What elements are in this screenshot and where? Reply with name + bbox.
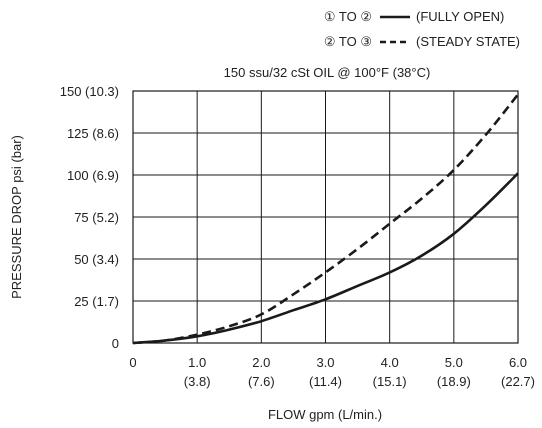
plot-frame — [132, 90, 519, 344]
legend: ① TO ② ② TO ③ (FULLY OPEN) (STEADY STATE) — [324, 9, 520, 49]
x-tick-sublabel: (11.4) — [309, 374, 342, 389]
series-line-steady-state — [132, 93, 520, 345]
legend-label-fully-open: ① TO ② — [324, 9, 372, 24]
chart-subtitle: 150 ssu/32 cSt OIL @ 100°F (38°C) — [224, 65, 431, 80]
x-axis-label: FLOW gpm (L/min.) — [268, 407, 382, 422]
x-tick-label: 3.0 — [316, 355, 334, 370]
x-tick-labels: 0 1.0 (3.8) 2.0 (7.6) 3.0 (11.4) 4.0 (15.1) 5.0 (1… — [129, 355, 535, 389]
x-tick-label: 1.0 — [188, 355, 206, 370]
x-tick-label: 0 — [129, 355, 136, 370]
x-tick-sublabel: (18.9) — [437, 374, 471, 389]
series-layer — [132, 93, 520, 345]
series-line-fully-open — [132, 172, 519, 345]
y-tick-label: 0 — [112, 336, 119, 351]
x-tick-sublabel: (7.6) — [248, 374, 275, 389]
y-tick-label: 125 (8.6) — [67, 126, 119, 141]
y-axis-label: PRESSURE DROP psi (bar) — [9, 135, 24, 299]
legend-entry-fully-open: ① TO ② — [324, 9, 410, 24]
x-tick-label: 6.0 — [509, 355, 527, 370]
legend-label-steady-state: ② TO ③ — [324, 34, 372, 49]
x-tick-sublabel: (15.1) — [373, 374, 407, 389]
legend-description: (FULLY OPEN) — [416, 9, 504, 24]
x-tick-label: 4.0 — [381, 355, 399, 370]
x-tick-sublabel: (22.7) — [501, 374, 535, 389]
x-tick-label: 2.0 — [252, 355, 270, 370]
x-tick-label: 5.0 — [445, 355, 463, 370]
y-tick-labels: 0 25 (1.7) 50 (3.4) 75 (5.2) 100 (6.9) 125 (8… — [60, 84, 119, 351]
y-tick-label: 25 (1.7) — [74, 294, 119, 309]
y-tick-label: 75 (5.2) — [74, 210, 119, 225]
y-tick-label: 50 (3.4) — [74, 252, 119, 267]
y-tick-label: 100 (6.9) — [67, 168, 119, 183]
y-tick-label: 150 (10.3) — [60, 84, 119, 99]
legend-entry-steady-state: ② TO ③ — [324, 34, 410, 49]
legend-description: (STEADY STATE) — [416, 34, 520, 49]
x-tick-sublabel: (3.8) — [184, 374, 211, 389]
grid — [133, 91, 518, 343]
